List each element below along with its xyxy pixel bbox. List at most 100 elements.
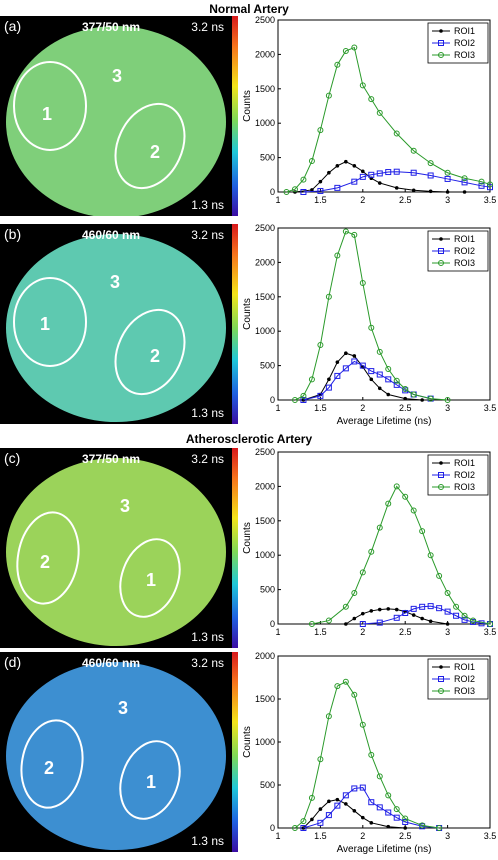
colorbar-b <box>232 224 238 424</box>
data-point <box>386 607 391 611</box>
data-point <box>445 190 450 194</box>
x-tick-label: 3 <box>445 403 450 413</box>
data-point <box>385 500 392 507</box>
data-point <box>376 804 383 811</box>
data-point <box>359 569 366 576</box>
data-point <box>352 354 357 358</box>
data-point <box>351 44 358 51</box>
data-point <box>410 605 417 612</box>
legend-label: ROI3 <box>454 482 475 492</box>
data-point <box>359 721 366 728</box>
data-point <box>325 384 332 391</box>
data-point <box>411 188 416 193</box>
section-title-athero: Atherosclerotic Artery <box>185 432 313 446</box>
scale-min-label: 1.3 ns <box>191 834 224 848</box>
data-point <box>394 607 399 612</box>
data-point <box>351 358 358 365</box>
artery-disk <box>6 26 226 216</box>
x-tick-label: 1.5 <box>314 831 327 841</box>
lifetime-image-d: (d) 460/60 nm 3.2 ns 1.3 ns 2 1 3 <box>0 652 232 852</box>
roi-label-2: 2 <box>44 758 55 778</box>
data-point <box>359 82 366 89</box>
filter-label: 460/60 nm <box>82 228 141 242</box>
roi-ellipse-1 <box>119 740 181 820</box>
data-point <box>394 186 399 190</box>
roi-ellipse-1 <box>13 277 87 367</box>
data-point <box>334 184 341 191</box>
data-point <box>310 188 314 192</box>
roi-ellipse-2 <box>20 719 84 809</box>
x-tick-label: 2 <box>360 403 365 413</box>
x-tick-label: 2 <box>360 195 365 205</box>
artery-disk <box>6 458 226 646</box>
data-point <box>361 815 365 820</box>
legend-marker <box>439 237 443 241</box>
data-point <box>393 483 400 490</box>
y-tick-label: 1000 <box>255 737 275 747</box>
data-point <box>342 603 349 610</box>
data-point <box>342 365 349 372</box>
y-axis-label: Counts <box>242 90 253 122</box>
x-tick-label: 3.5 <box>484 831 497 841</box>
x-tick-label: 3 <box>445 195 450 205</box>
x-tick-label: 1 <box>275 195 280 205</box>
data-point <box>436 605 443 612</box>
data-point <box>461 179 468 186</box>
data-point <box>376 524 383 531</box>
data-point <box>376 109 383 116</box>
data-point <box>427 160 434 167</box>
data-point <box>487 184 493 191</box>
legend-label: ROI3 <box>454 258 475 268</box>
panel-letter: (a) <box>4 18 22 34</box>
x-tick-label: 1.5 <box>314 627 327 637</box>
x-tick-label: 3 <box>445 627 450 637</box>
y-tick-label: 2000 <box>255 651 275 661</box>
x-tick-label: 2.5 <box>399 403 412 413</box>
y-tick-label: 1500 <box>255 84 275 94</box>
histogram-chart-b: 1 1.5 2 2.5 3 3.5 0 500 1000 1500 2000 2500 Counts Av… <box>240 222 498 432</box>
histogram-chart-a: 1 1.5 2 2.5 3 3.5 0 500 1000 1500 2000 2500 Counts RO… <box>240 14 498 224</box>
roi-label-3: 3 <box>110 272 121 292</box>
data-point <box>368 548 375 555</box>
roi-ellipse-2 <box>114 308 186 396</box>
data-point <box>420 398 424 402</box>
roi-ellipse-1 <box>119 538 181 618</box>
x-tick-label: 2 <box>360 627 365 637</box>
data-point <box>352 809 357 813</box>
data-point <box>334 61 341 68</box>
data-point <box>308 621 315 627</box>
data-point <box>411 613 416 617</box>
roi-ellipse-2 <box>16 511 80 605</box>
legend-label: ROI3 <box>454 50 475 60</box>
legend-marker <box>438 484 444 490</box>
data-point <box>376 170 383 177</box>
data-point <box>410 391 417 398</box>
data-point <box>402 385 409 392</box>
data-point <box>419 528 426 535</box>
data-point <box>453 603 460 610</box>
data-point <box>334 252 341 259</box>
data-point <box>334 683 341 690</box>
data-point <box>325 617 332 624</box>
data-point <box>300 818 307 825</box>
data-point <box>393 130 400 137</box>
data-point <box>344 622 348 626</box>
legend-marker <box>438 40 444 46</box>
scale-min-label: 1.3 ns <box>191 630 224 644</box>
data-point <box>327 377 331 382</box>
data-point <box>376 348 383 355</box>
y-tick-label: 0 <box>270 187 275 197</box>
data-point <box>385 792 392 799</box>
x-tick-label: 2 <box>360 831 365 841</box>
series-line-roi1 <box>303 352 423 401</box>
data-point <box>327 799 331 804</box>
filter-label: 460/60 nm <box>82 656 141 670</box>
scale-max-label: 3.2 ns <box>191 20 224 34</box>
data-point <box>403 826 407 830</box>
roi-label-3: 3 <box>112 66 123 86</box>
data-point <box>377 607 382 612</box>
data-point <box>344 351 348 356</box>
x-tick-label: 2.5 <box>399 627 412 637</box>
data-point <box>344 802 348 806</box>
data-point <box>444 175 451 182</box>
